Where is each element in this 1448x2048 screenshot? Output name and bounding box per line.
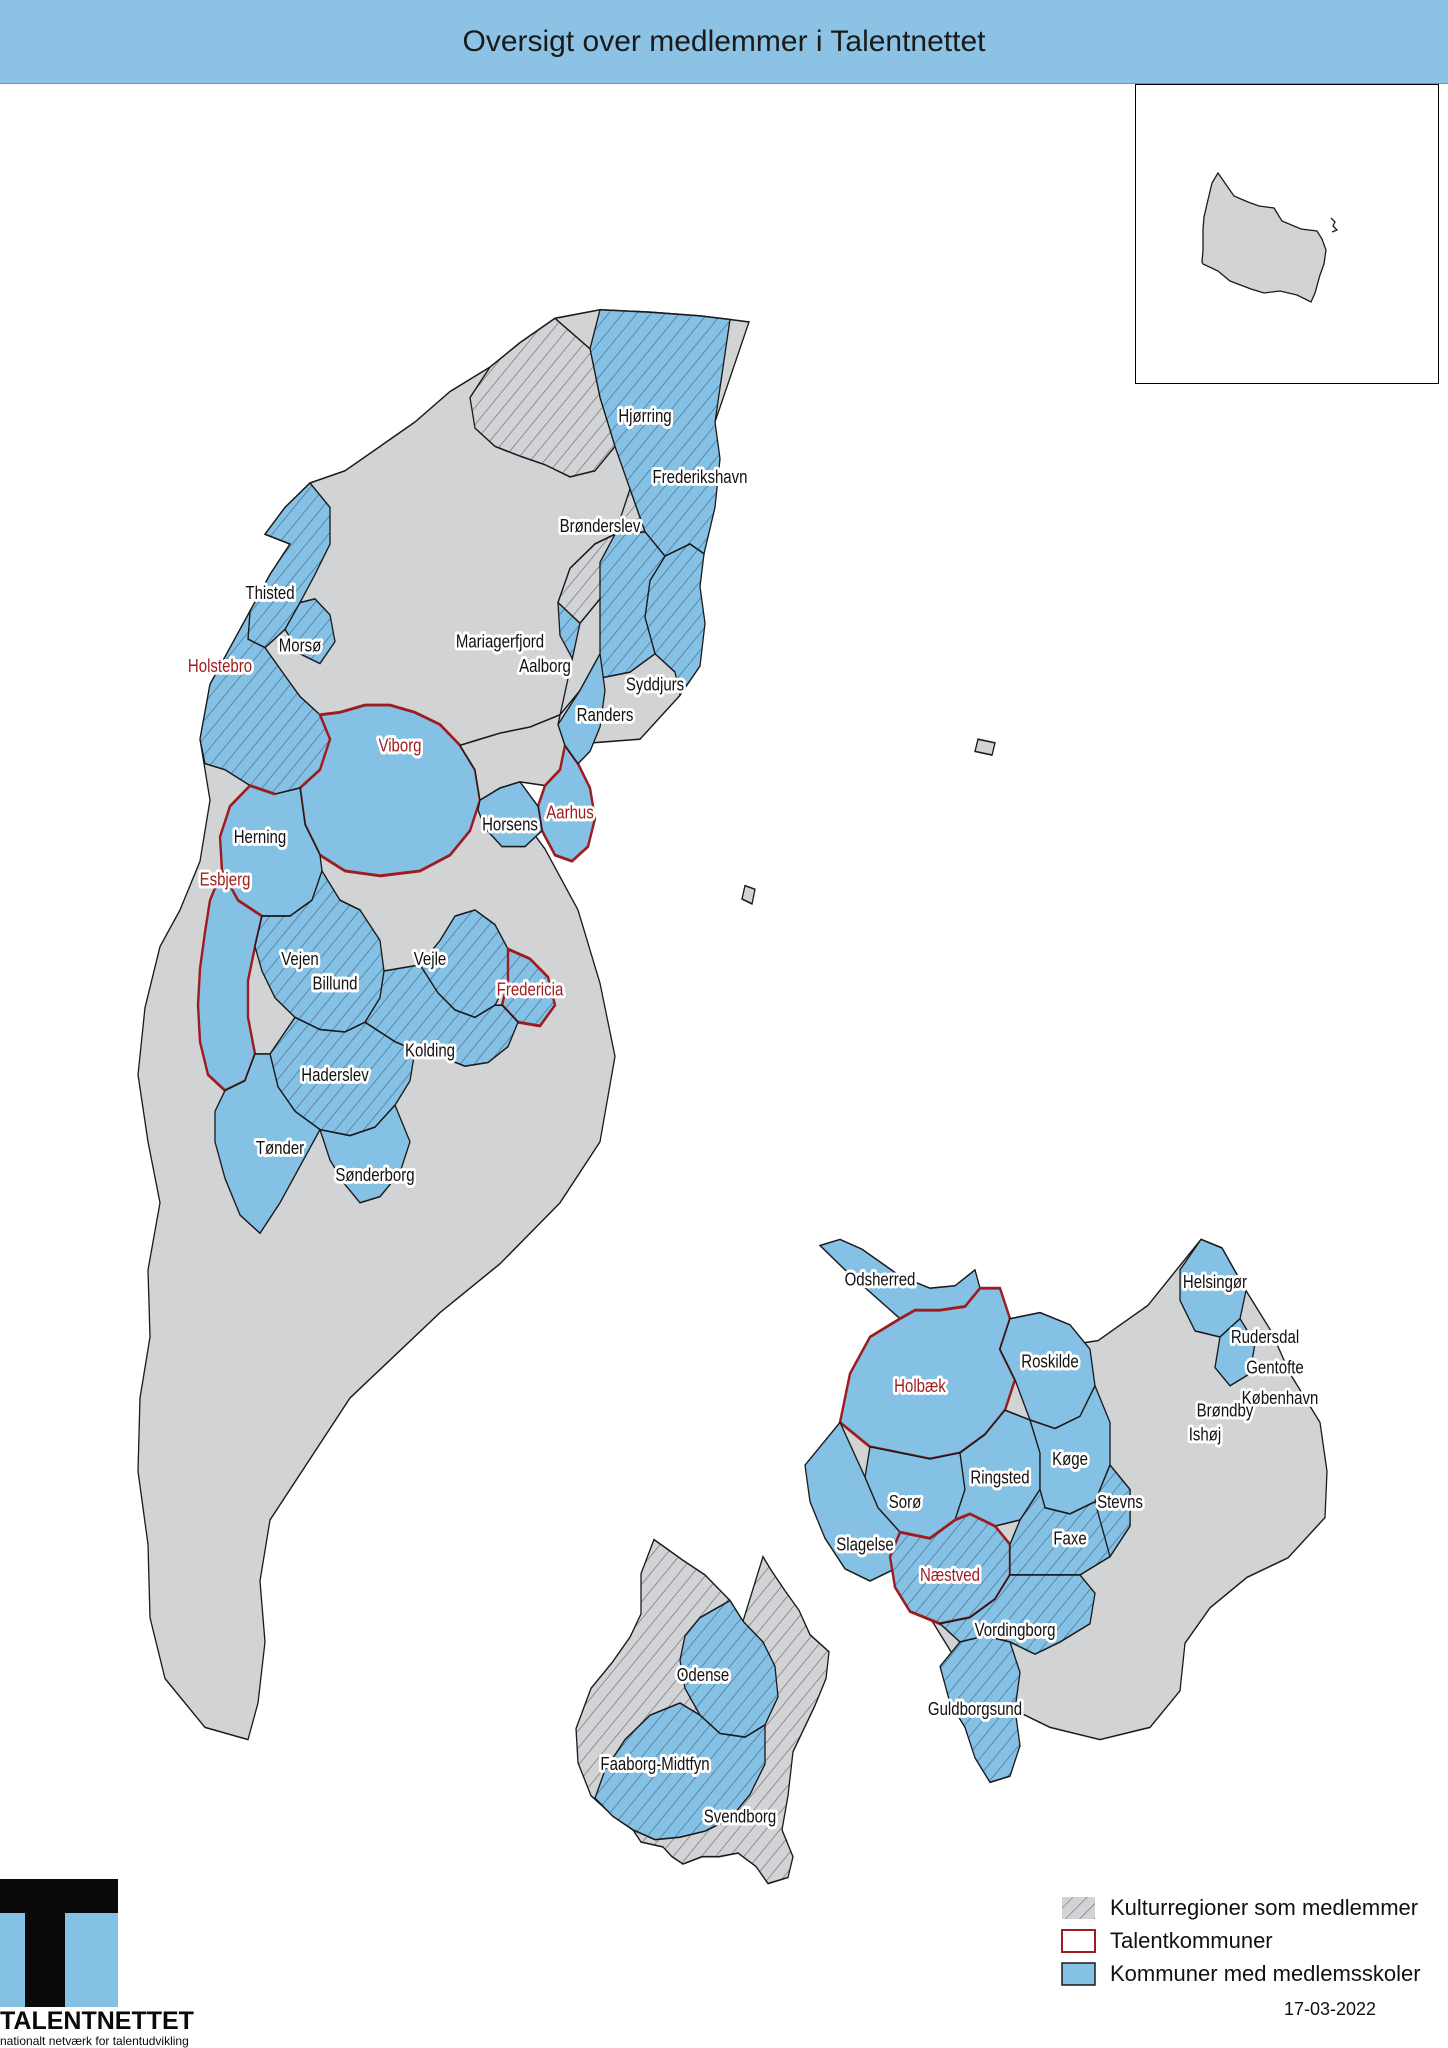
svg-text:Odsherred: Odsherred — [845, 1269, 916, 1290]
svg-text:Faaborg-Midtfyn: Faaborg-Midtfyn — [600, 1754, 709, 1775]
svg-text:Kommuner med medlemsskoler: Kommuner med medlemsskoler — [1110, 1961, 1421, 1986]
svg-text:Slagelse: Slagelse — [836, 1534, 894, 1555]
svg-text:Esbjerg: Esbjerg — [200, 869, 251, 890]
svg-text:Randers: Randers — [577, 704, 634, 725]
svg-text:Guldborgsund: Guldborgsund — [928, 1699, 1022, 1720]
svg-text:Vejle: Vejle — [414, 948, 447, 969]
svg-text:Billund: Billund — [312, 973, 357, 994]
svg-text:Hjørring: Hjørring — [618, 406, 671, 427]
svg-text:Helsingør: Helsingør — [1183, 1272, 1248, 1293]
svg-text:Stevns: Stevns — [1097, 1491, 1143, 1512]
svg-text:Rudersdal: Rudersdal — [1231, 1327, 1299, 1348]
svg-text:Fredericia: Fredericia — [497, 979, 564, 1000]
svg-text:Haderslev: Haderslev — [301, 1064, 369, 1085]
svg-text:Aalborg: Aalborg — [519, 656, 571, 677]
svg-text:Mariagerfjord: Mariagerfjord — [456, 631, 544, 652]
svg-text:Kolding: Kolding — [405, 1040, 455, 1061]
svg-text:Thisted: Thisted — [245, 582, 294, 603]
svg-text:Ringsted: Ringsted — [970, 1467, 1029, 1488]
svg-text:Tønder: Tønder — [256, 1138, 305, 1159]
svg-text:Syddjurs: Syddjurs — [626, 674, 684, 695]
svg-text:Horsens: Horsens — [482, 814, 538, 835]
svg-text:Frederikshavn: Frederikshavn — [653, 467, 748, 488]
svg-text:Næstved: Næstved — [920, 1565, 980, 1586]
svg-text:Køge: Køge — [1052, 1449, 1088, 1470]
svg-text:Gentofte: Gentofte — [1246, 1357, 1304, 1378]
svg-text:Vejen: Vejen — [281, 948, 319, 969]
svg-text:Herning: Herning — [234, 826, 287, 847]
svg-text:Kulturregioner som medlemmer: Kulturregioner som medlemmer — [1110, 1895, 1418, 1920]
svg-text:Vordingborg: Vordingborg — [975, 1619, 1056, 1640]
svg-text:Faxe: Faxe — [1053, 1528, 1086, 1549]
svg-text:Morsø: Morsø — [279, 635, 321, 656]
svg-text:Roskilde: Roskilde — [1021, 1351, 1078, 1372]
svg-text:17-03-2022: 17-03-2022 — [1284, 1999, 1376, 2019]
svg-text:Brøndby: Brøndby — [1197, 1400, 1254, 1421]
svg-text:Aarhus: Aarhus — [546, 802, 594, 823]
svg-text:Odense: Odense — [677, 1665, 730, 1686]
svg-text:Sorø: Sorø — [889, 1491, 921, 1512]
svg-text:Brønderslev: Brønderslev — [560, 515, 641, 536]
svg-text:Holbæk: Holbæk — [894, 1375, 946, 1396]
svg-text:Svendborg: Svendborg — [704, 1806, 777, 1827]
svg-text:Ishøj: Ishøj — [1189, 1424, 1221, 1445]
svg-text:Sønderborg: Sønderborg — [335, 1164, 414, 1185]
svg-text:Holstebro: Holstebro — [188, 656, 252, 677]
svg-text:Talentkommuner: Talentkommuner — [1110, 1928, 1273, 1953]
svg-text:Viborg: Viborg — [378, 735, 421, 756]
